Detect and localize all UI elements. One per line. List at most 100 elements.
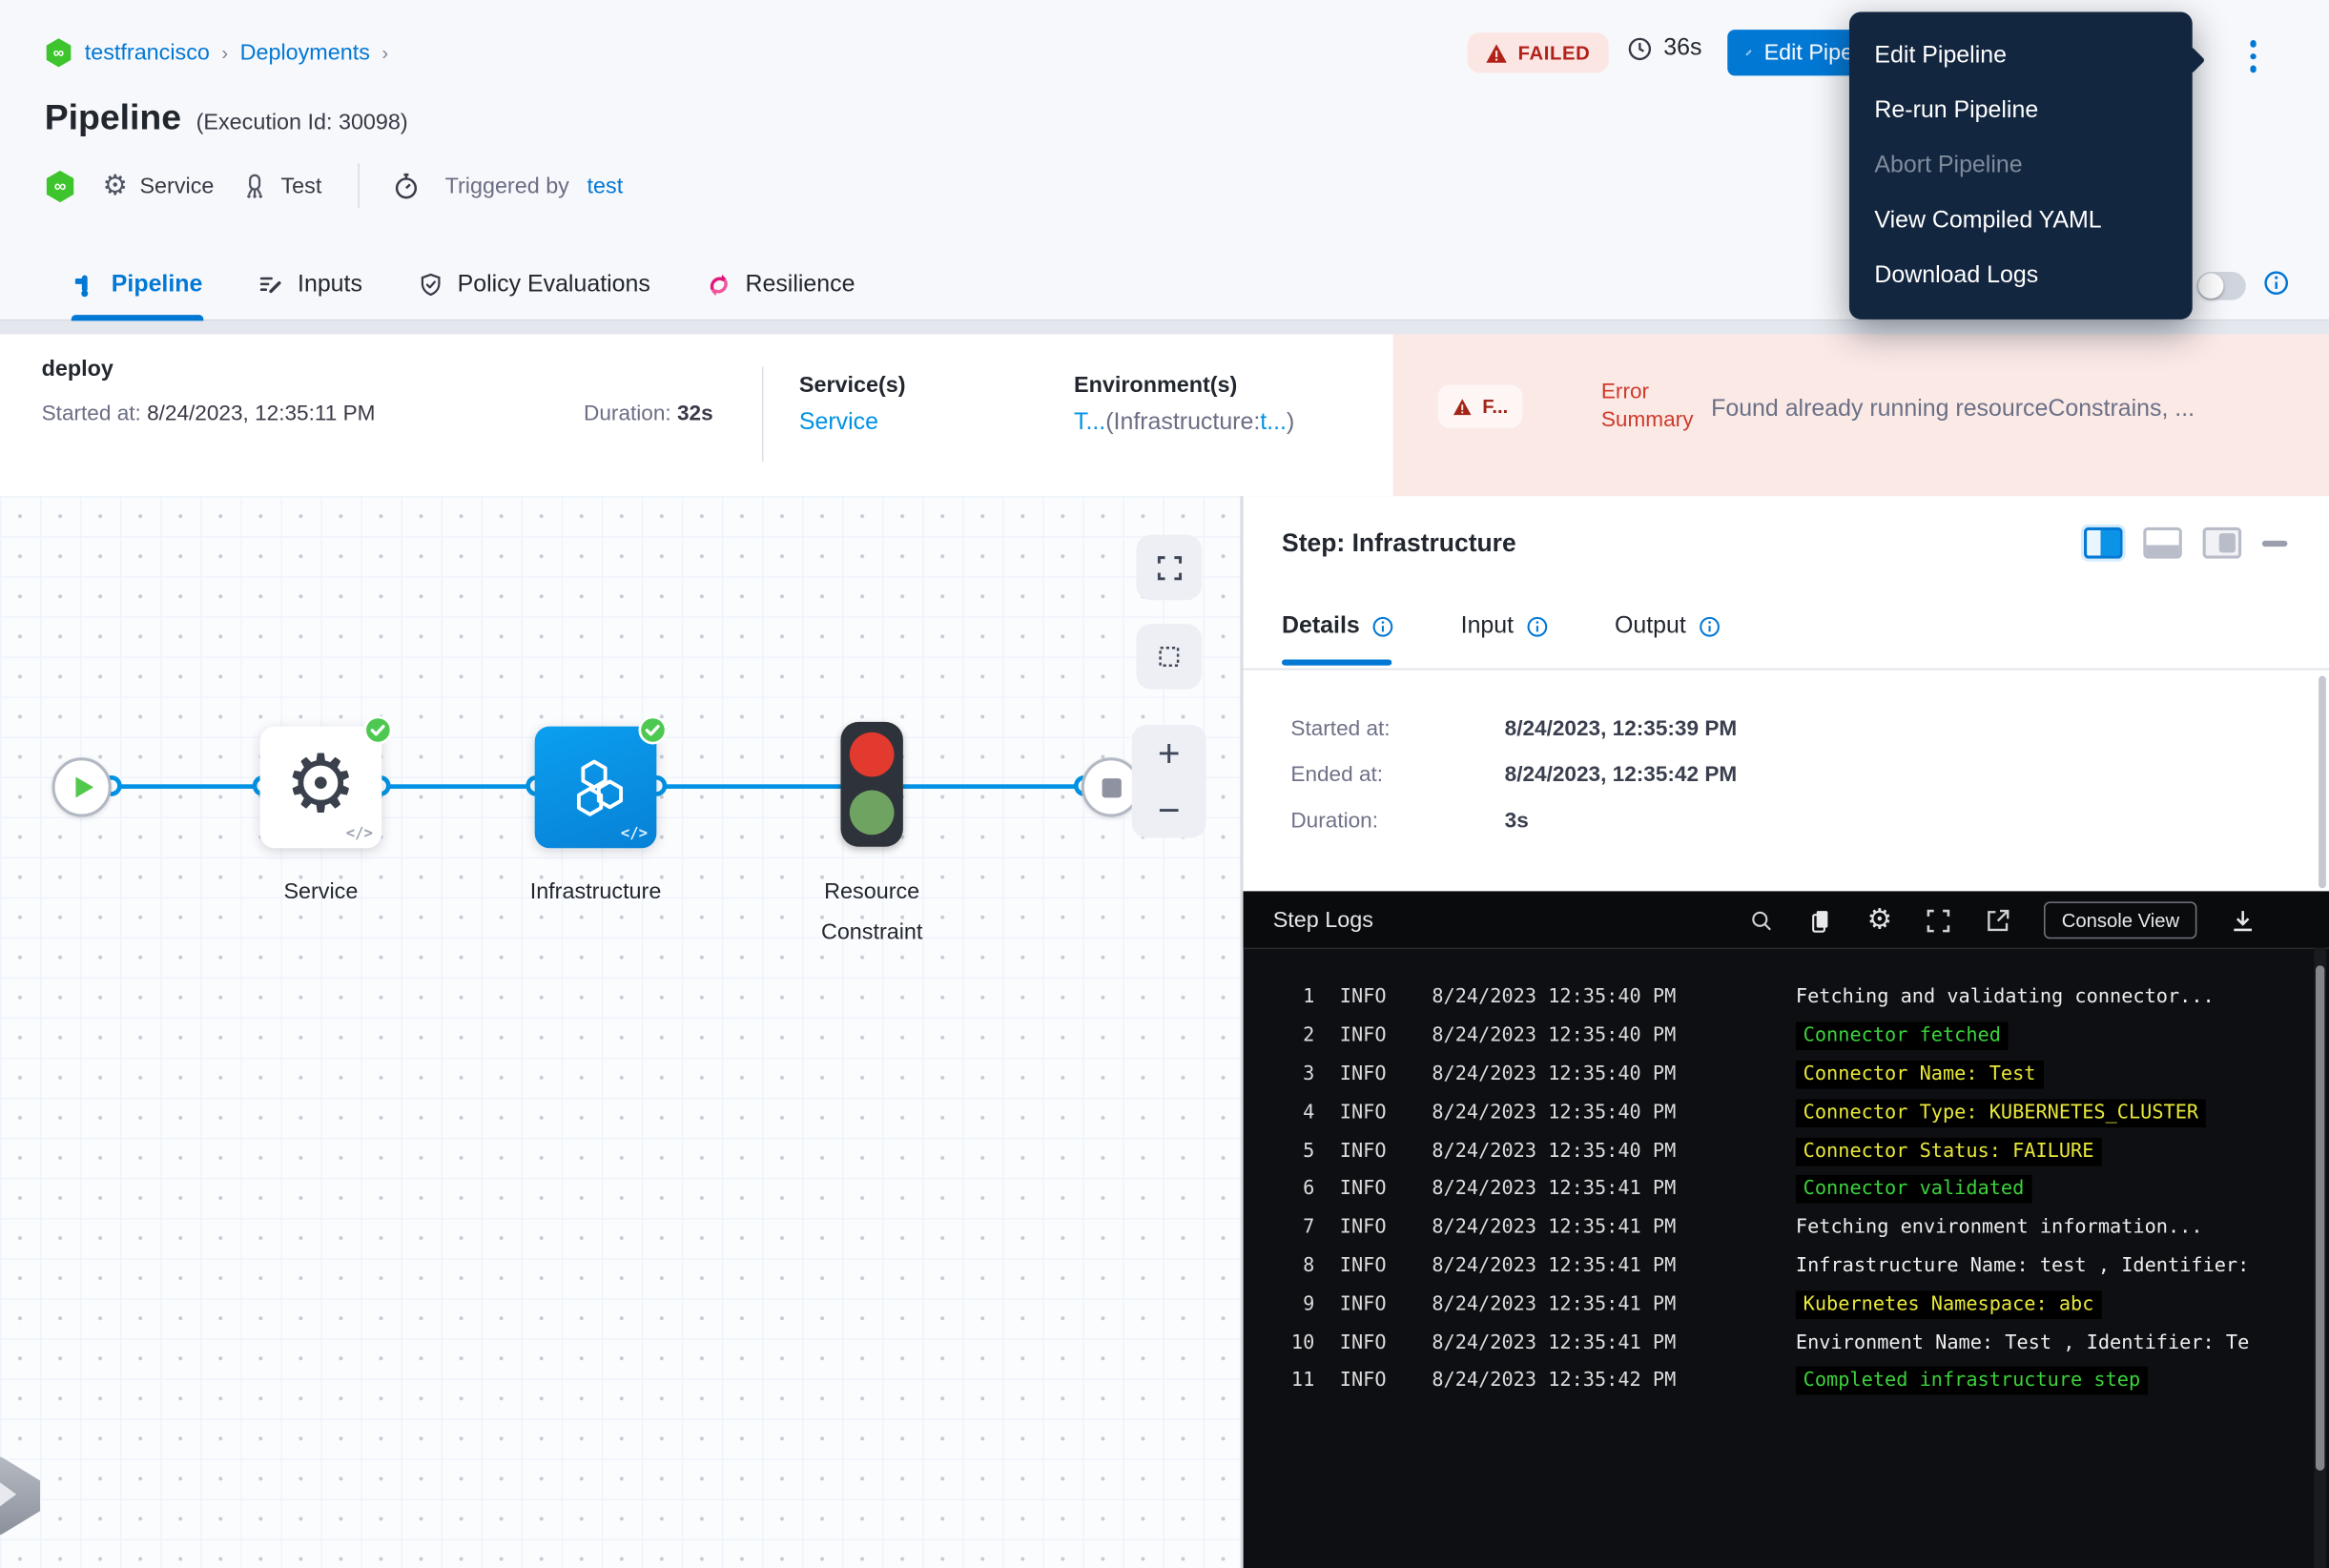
info-icon[interactable] bbox=[1526, 615, 1550, 639]
service-chip-label: Service bbox=[139, 173, 215, 198]
active-step-tab-underline bbox=[1282, 659, 1392, 666]
pipeline-graph-canvas[interactable]: ⚙ </> Service </> Infrastructure Resourc… bbox=[0, 496, 1242, 1568]
log-line: 1 INFO 8/24/2023 12:35:40 PM Fetching and v… bbox=[1244, 979, 2329, 1017]
traffic-light-red bbox=[849, 732, 895, 777]
log-settings-icon[interactable]: ⚙ bbox=[1866, 904, 1893, 937]
stop-icon bbox=[1101, 777, 1122, 797]
divider bbox=[1243, 668, 2329, 671]
layout-floating-icon[interactable] bbox=[2202, 526, 2242, 559]
tab-label: Inputs bbox=[298, 271, 362, 297]
warning-icon bbox=[1453, 398, 1472, 415]
edge bbox=[380, 784, 537, 789]
tab-label: Resilience bbox=[745, 271, 855, 297]
console-view-button[interactable]: Console View bbox=[2044, 901, 2197, 939]
marquee-select-button[interactable] bbox=[1136, 624, 1202, 690]
inputs-icon bbox=[258, 271, 284, 298]
zoom-in-button[interactable]: + bbox=[1157, 730, 1181, 775]
more-options-button[interactable] bbox=[2240, 35, 2267, 77]
log-line-number: 9 bbox=[1303, 1293, 1315, 1316]
log-timestamp: 8/24/2023 12:35:41 PM bbox=[1432, 1216, 1677, 1240]
pipeline-icon bbox=[72, 271, 98, 298]
minimize-panel-button[interactable] bbox=[2261, 540, 2288, 547]
end-node[interactable] bbox=[1081, 757, 1142, 817]
open-in-new-icon[interactable] bbox=[1985, 907, 2011, 934]
info-icon[interactable] bbox=[1698, 615, 1721, 639]
stage-name[interactable]: deploy bbox=[41, 356, 113, 382]
pipeline-subtitle: ∞ ⚙ Service Test Triggered by test bbox=[45, 163, 650, 209]
log-timestamp: 8/24/2023 12:35:41 PM bbox=[1432, 1331, 1677, 1354]
title-row: Pipeline (Execution Id: 30098) bbox=[45, 98, 408, 140]
step-tab-details[interactable]: Details bbox=[1282, 613, 1395, 640]
log-line: 11 INFO 8/24/2023 12:35:42 PM Completed inf… bbox=[1244, 1362, 2329, 1400]
stopwatch-icon bbox=[395, 173, 417, 198]
infrastructure-step-node[interactable]: </> bbox=[534, 715, 668, 849]
info-icon[interactable] bbox=[1371, 615, 1395, 639]
view-toggle[interactable] bbox=[2196, 272, 2246, 300]
log-message: Completed infrastructure step bbox=[1795, 1367, 2148, 1395]
resource-constraint-node[interactable] bbox=[840, 721, 903, 847]
log-timestamp: 8/24/2023 12:35:41 PM bbox=[1432, 1254, 1677, 1278]
warning-icon bbox=[1486, 43, 1507, 63]
infrastructure-node-label: Infrastructure bbox=[529, 878, 662, 905]
zoom-out-button[interactable]: − bbox=[1157, 786, 1181, 832]
download-icon[interactable] bbox=[2230, 907, 2257, 934]
log-message: Infrastructure Name: test , Identifier: bbox=[1795, 1254, 2250, 1278]
layout-right-icon[interactable] bbox=[2084, 526, 2123, 559]
log-scrollbar-thumb[interactable] bbox=[2315, 965, 2325, 1471]
breadcrumb-deployments[interactable]: Deployments bbox=[239, 40, 370, 66]
divider bbox=[357, 163, 360, 209]
tab-label: Pipeline bbox=[111, 271, 203, 297]
stage-started: Started at: 8/24/2023, 12:35:11 PM bbox=[41, 402, 376, 426]
tab-pipeline[interactable]: Pipeline bbox=[72, 271, 203, 298]
log-line: 2 INFO 8/24/2023 12:35:40 PM Connector fetc… bbox=[1244, 1018, 2329, 1056]
tab-resilience[interactable]: Resilience bbox=[705, 271, 855, 298]
environment-link[interactable]: T...(Infrastructure:t...) bbox=[1073, 409, 1295, 436]
log-timestamp: 8/24/2023 12:35:42 PM bbox=[1432, 1370, 1677, 1393]
menu-item-view-compiled-yaml[interactable]: View Compiled YAML bbox=[1874, 208, 2102, 234]
traffic-light-green bbox=[849, 790, 895, 836]
step-details-panel: Step: Infrastructure Details Input Output … bbox=[1241, 496, 2329, 1568]
fullscreen-button[interactable] bbox=[1136, 534, 1202, 601]
failed-mini-badge: F... bbox=[1437, 384, 1523, 428]
log-message: Fetching environment information... bbox=[1795, 1216, 2203, 1240]
log-fullscreen-icon[interactable] bbox=[1925, 907, 1951, 934]
search-icon[interactable] bbox=[1748, 907, 1775, 934]
tab-policy-evaluations[interactable]: Policy Evaluations bbox=[418, 271, 650, 298]
canvas-expand-handle[interactable] bbox=[0, 1448, 41, 1544]
service-step-node[interactable]: ⚙ </> bbox=[259, 715, 393, 849]
menu-item-abort-pipeline: Abort Pipeline bbox=[1874, 153, 2023, 178]
log-message: Kubernetes Namespace: abc bbox=[1795, 1290, 2102, 1319]
environment-chip-label: Test bbox=[280, 173, 322, 198]
tab-inputs[interactable]: Inputs bbox=[258, 271, 362, 298]
code-tag-icon: </> bbox=[345, 825, 373, 843]
log-level: INFO bbox=[1339, 1254, 1387, 1278]
panel-scrollbar[interactable] bbox=[2319, 675, 2326, 889]
step-logs-title: Step Logs bbox=[1272, 906, 1373, 933]
step-tab-output[interactable]: Output bbox=[1615, 613, 1721, 640]
elapsed-time: 36s bbox=[1626, 35, 1701, 62]
pencil-icon bbox=[1745, 50, 1752, 56]
tab-label: Policy Evaluations bbox=[457, 271, 650, 297]
service-link[interactable]: Service bbox=[798, 409, 878, 436]
menu-item-download-logs[interactable]: Download Logs bbox=[1874, 262, 2039, 289]
layout-bottom-icon[interactable] bbox=[2143, 526, 2182, 559]
log-message: Connector Type: KUBERNETES_CLUSTER bbox=[1795, 1099, 2206, 1127]
log-line: 5 INFO 8/24/2023 12:35:40 PM Connector Stat… bbox=[1244, 1132, 2329, 1170]
start-node[interactable] bbox=[52, 757, 112, 817]
edge bbox=[902, 784, 1084, 789]
log-level: INFO bbox=[1339, 1331, 1387, 1354]
triggered-by-user[interactable]: test bbox=[587, 173, 624, 198]
status-text: FAILED bbox=[1517, 41, 1591, 64]
step-panel-tabs: Details Input Output bbox=[1282, 613, 1721, 640]
tabbar-info-icon[interactable] bbox=[2262, 269, 2291, 298]
menu-item-edit-pipeline[interactable]: Edit Pipeline bbox=[1874, 43, 2007, 69]
step-tab-input[interactable]: Input bbox=[1461, 613, 1550, 640]
step-tab-label: Input bbox=[1460, 613, 1515, 639]
toggle-knob bbox=[2197, 273, 2224, 299]
breadcrumb-project[interactable]: testfrancisco bbox=[84, 40, 210, 66]
step-logs-header: Step Logs ⚙ Console View bbox=[1243, 891, 2329, 950]
hexagons-icon bbox=[576, 759, 624, 816]
copy-icon[interactable] bbox=[1807, 907, 1834, 934]
menu-item-re-run-pipeline[interactable]: Re-run Pipeline bbox=[1874, 97, 2039, 124]
